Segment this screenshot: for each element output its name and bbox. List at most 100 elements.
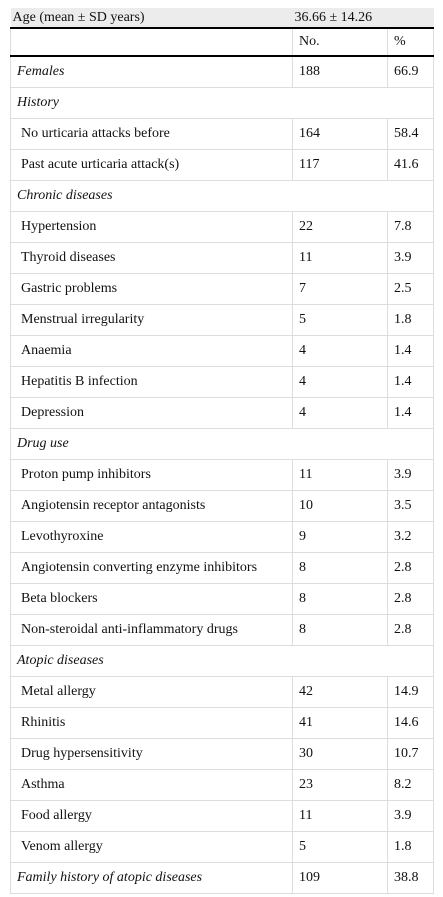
- header-cell: [10, 27, 293, 57]
- section-label: Atopic diseases: [10, 645, 434, 677]
- table-row: Rhinitis 41 14.6: [10, 707, 434, 739]
- row-value: 4: [292, 397, 388, 429]
- row-value: 42: [292, 676, 388, 708]
- table-row: Thyroid diseases 11 3.9: [10, 242, 434, 274]
- table-row: Food allergy 11 3.9: [10, 800, 434, 832]
- table-row: Gastric problems 7 2.5: [10, 273, 434, 305]
- row-value: 164: [292, 118, 388, 150]
- row-label: Hypertension: [10, 211, 293, 243]
- table-row: Angiotensin receptor antagonists 10 3.5: [10, 490, 434, 522]
- row-value: 3.9: [387, 242, 434, 274]
- row-value: 4: [292, 335, 388, 367]
- row-label: Hepatitis B infection: [10, 366, 293, 398]
- table-row: Proton pump inhibitors 11 3.9: [10, 459, 434, 491]
- row-value: 2.5: [387, 273, 434, 305]
- age-row: Age (mean ± SD years) 36.66 ± 14.26: [10, 8, 434, 29]
- row-label: No urticaria attacks before: [10, 118, 293, 150]
- row-value: 4: [292, 366, 388, 398]
- row-label: Food allergy: [10, 800, 293, 832]
- header-cell: %: [387, 27, 434, 57]
- row-label: Angiotensin converting enzyme inhibitors: [10, 552, 293, 584]
- table-row: Asthma 23 8.2: [10, 769, 434, 801]
- row-label: Metal allergy: [10, 676, 293, 708]
- row-value: 3.5: [387, 490, 434, 522]
- table-row: Hepatitis B infection 4 1.4: [10, 366, 434, 398]
- row-label: Menstrual irregularity: [10, 304, 293, 336]
- row-value: 1.4: [387, 366, 434, 398]
- row-value: 7.8: [387, 211, 434, 243]
- row-label: Asthma: [10, 769, 293, 801]
- table-row: Angiotensin converting enzyme inhibitors…: [10, 552, 434, 584]
- row-label: Past acute urticaria attack(s): [10, 149, 293, 181]
- row-value: 2.8: [387, 614, 434, 646]
- row-value: 38.8: [387, 862, 434, 894]
- row-value: 22: [292, 211, 388, 243]
- row-label: Anaemia: [10, 335, 293, 367]
- row-value: 9: [292, 521, 388, 553]
- row-value: 3.9: [387, 800, 434, 832]
- row-value: 11: [292, 800, 388, 832]
- row-label: Family history of atopic diseases: [10, 862, 293, 894]
- row-value: 1.4: [387, 335, 434, 367]
- section-label: History: [10, 87, 434, 119]
- row-value: 109: [292, 862, 388, 894]
- row-value: 14.6: [387, 707, 434, 739]
- table-row: Family history of atopic diseases 109 38.8: [10, 862, 434, 894]
- row-value: 1.8: [387, 304, 434, 336]
- row-value: 2.8: [387, 552, 434, 584]
- table-row: Depression 4 1.4: [10, 397, 434, 429]
- row-label: Proton pump inhibitors: [10, 459, 293, 491]
- row-value: 11: [292, 242, 388, 274]
- table-row: Beta blockers 8 2.8: [10, 583, 434, 615]
- row-value: 23: [292, 769, 388, 801]
- row-label: Rhinitis: [10, 707, 293, 739]
- table-row: Menstrual irregularity 5 1.8: [10, 304, 434, 336]
- row-label: Gastric problems: [10, 273, 293, 305]
- table-row: Females 188 66.9: [10, 55, 434, 88]
- row-value: 10: [292, 490, 388, 522]
- table-row: Drug use: [10, 428, 434, 460]
- table-row: Metal allergy 42 14.9: [10, 676, 434, 708]
- table-row: Past acute urticaria attack(s) 117 41.6: [10, 149, 434, 181]
- row-value: 30: [292, 738, 388, 770]
- header-row: No. %: [10, 27, 434, 57]
- row-label: Venom allergy: [10, 831, 293, 863]
- row-value: 66.9: [387, 55, 434, 88]
- row-value: 10.7: [387, 738, 434, 770]
- row-value: 8: [292, 552, 388, 584]
- row-value: 188: [292, 55, 388, 88]
- row-value: 8: [292, 614, 388, 646]
- table-row: Venom allergy 5 1.8: [10, 831, 434, 863]
- row-label: Levothyroxine: [10, 521, 293, 553]
- row-value: 5: [292, 831, 388, 863]
- row-label: Females: [10, 55, 293, 88]
- row-value: 41.6: [387, 149, 434, 181]
- row-value: 7: [292, 273, 388, 305]
- table-row: Anaemia 4 1.4: [10, 335, 434, 367]
- table-row: Chronic diseases: [10, 180, 434, 212]
- table-row: Atopic diseases: [10, 645, 434, 677]
- data-table: Age (mean ± SD years) 36.66 ± 14.26 No. …: [10, 8, 434, 894]
- section-label: Drug use: [10, 428, 434, 460]
- row-label: Drug hypersensitivity: [10, 738, 293, 770]
- table-row: Non-steroidal anti-inflammatory drugs 8 2.…: [10, 614, 434, 646]
- row-label: Thyroid diseases: [10, 242, 293, 274]
- row-value: 1.4: [387, 397, 434, 429]
- header-cell: No.: [292, 27, 388, 57]
- row-value: 41: [292, 707, 388, 739]
- row-label: Angiotensin receptor antagonists: [10, 490, 293, 522]
- age-label: Age (mean ± SD years): [10, 8, 293, 29]
- section-label: Chronic diseases: [10, 180, 434, 212]
- row-value: 58.4: [387, 118, 434, 150]
- row-value: 11: [292, 459, 388, 491]
- table-row: Levothyroxine 9 3.2: [10, 521, 434, 553]
- age-value: 36.66 ± 14.26: [292, 8, 434, 29]
- row-label: Depression: [10, 397, 293, 429]
- row-value: 8: [292, 583, 388, 615]
- table-row: Hypertension 22 7.8: [10, 211, 434, 243]
- row-value: 3.2: [387, 521, 434, 553]
- row-value: 8.2: [387, 769, 434, 801]
- row-value: 14.9: [387, 676, 434, 708]
- row-value: 3.9: [387, 459, 434, 491]
- row-label: Beta blockers: [10, 583, 293, 615]
